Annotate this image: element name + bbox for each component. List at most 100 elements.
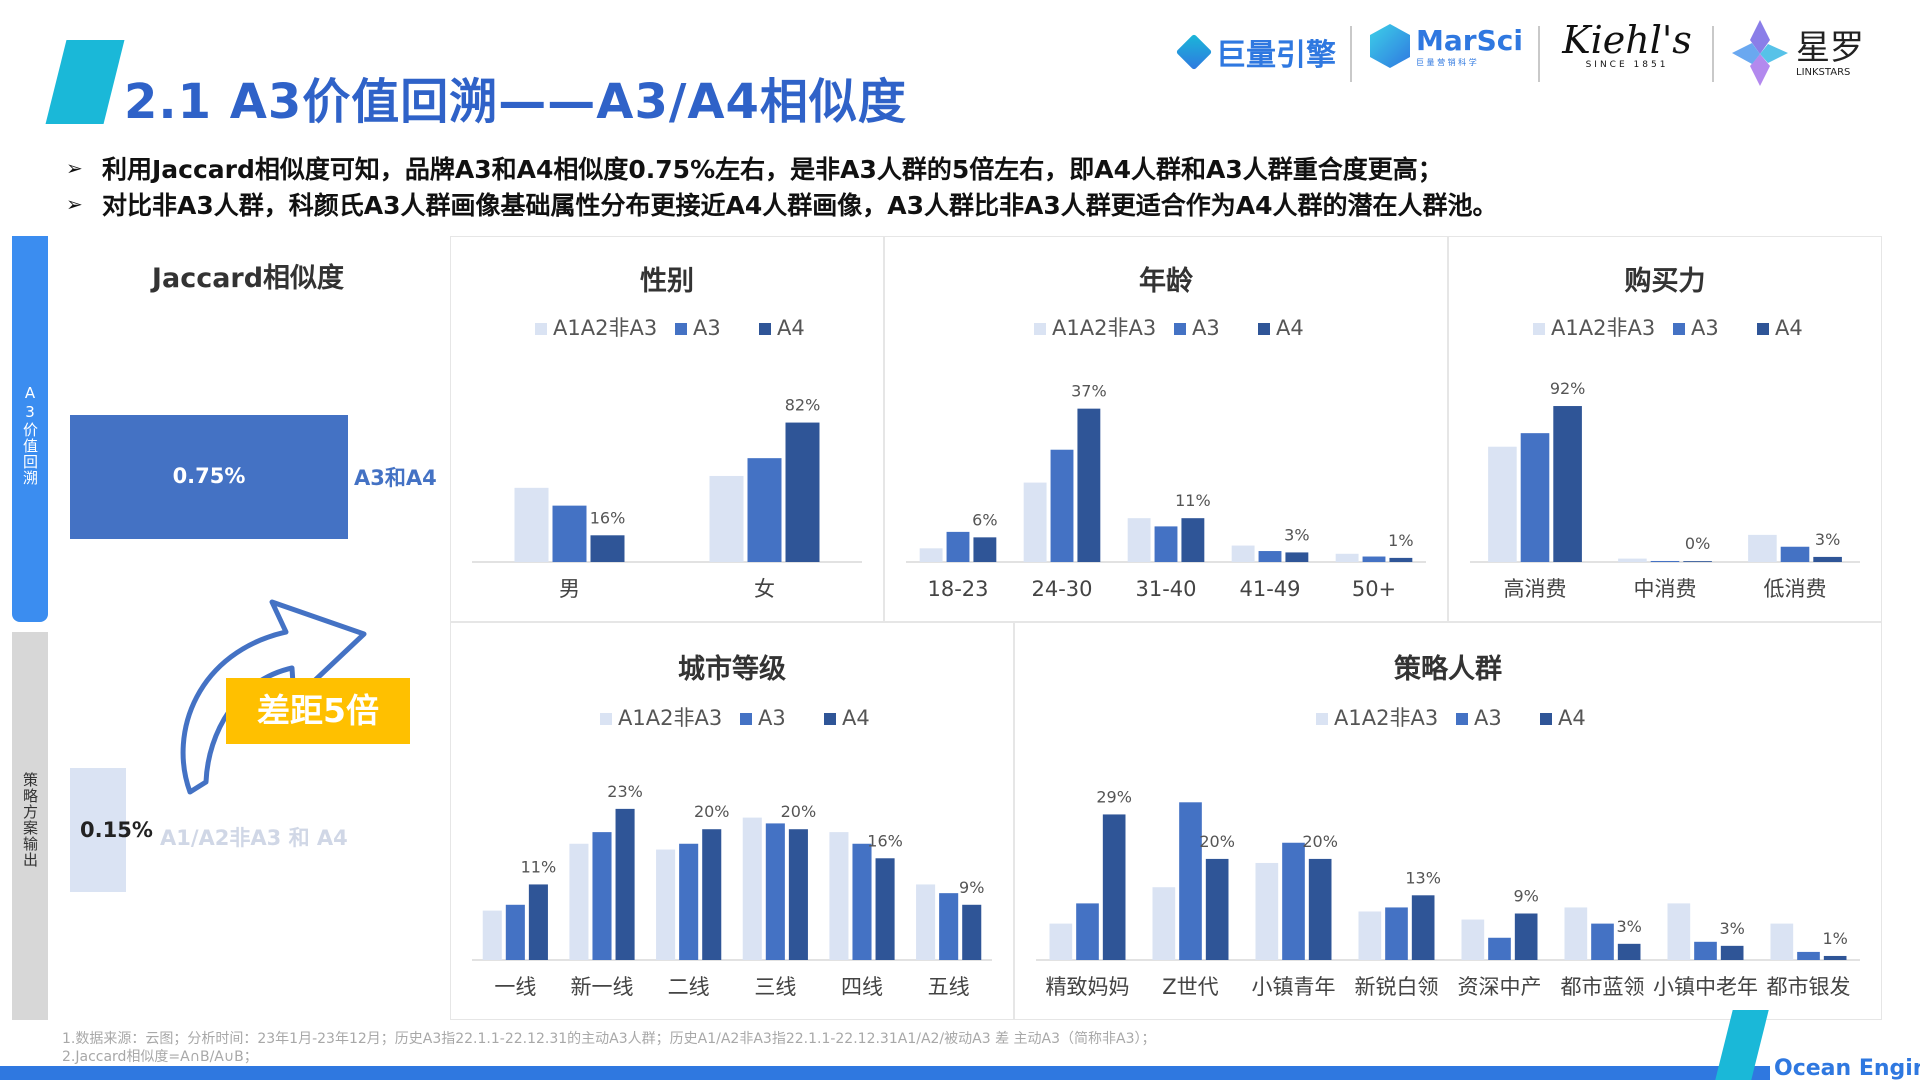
legend-swatch	[1456, 713, 1468, 725]
category-label: 三线	[754, 975, 796, 999]
side-tab-a3-value[interactable]: A3价值回溯	[12, 236, 48, 622]
linkstars-logo: 星罗 LINKSTARS	[1730, 18, 1864, 88]
arrow-bullet-icon: ➢	[66, 156, 83, 180]
category-label: 小镇青年	[1252, 975, 1336, 999]
bar-2-0	[1748, 534, 1777, 562]
legend-swatch	[600, 713, 612, 725]
bar-1-0	[709, 475, 744, 562]
arrow-bullet-icon: ➢	[66, 192, 83, 216]
bar-7-1	[1797, 951, 1820, 960]
legend-label: A1A2非A3	[1052, 316, 1156, 340]
legend-label: A1A2非A3	[1334, 706, 1438, 730]
category-label: 24-30	[1031, 577, 1092, 601]
category-label: 一线	[494, 975, 536, 999]
bar-5-2	[962, 904, 982, 960]
footer-brand: Ocean Engine	[1770, 1056, 1920, 1080]
data-label: 0%	[1685, 534, 1710, 553]
bar-0-0	[919, 548, 943, 562]
bar-4-1	[852, 843, 872, 960]
data-label: 82%	[785, 396, 821, 415]
jaccard-a3-a4-label: A3和A4	[354, 466, 437, 490]
data-label: 9%	[1513, 887, 1538, 906]
jaccard-a3-a4-bar	[70, 415, 348, 539]
bar-4-0	[1461, 919, 1485, 960]
bar-0-1	[1076, 903, 1099, 960]
bar-0-2	[590, 535, 625, 562]
bar-2-1	[1282, 842, 1305, 960]
bar-3-2	[1285, 552, 1309, 562]
bar-1-0	[1152, 887, 1176, 960]
legend-swatch	[1757, 323, 1769, 335]
marsci-cube-icon	[1370, 24, 1410, 68]
data-label: 6%	[972, 510, 997, 529]
chart-legend: A1A2非A3 A3 A4	[600, 706, 870, 730]
legend-label: A1A2非A3	[618, 706, 722, 730]
data-label: 16%	[867, 831, 903, 850]
category-label: 都市蓝领	[1561, 975, 1645, 999]
category-label: 低消费	[1764, 577, 1827, 601]
purchase-chart: A1A2非A3 A3 A4 92% 高消费 0% 中消费 3% 低消费	[1470, 316, 1860, 601]
category-label: Z世代	[1162, 975, 1218, 999]
footer-bar	[0, 1066, 1920, 1080]
bar-7-0	[1770, 923, 1794, 960]
side-tab-strategy[interactable]: 策略方案输出	[12, 632, 48, 1020]
data-label: 20%	[1302, 832, 1338, 851]
legend-label: A3	[758, 706, 786, 730]
bar-1-2	[1205, 858, 1229, 960]
legend-swatch	[1258, 323, 1270, 335]
legend-label: A4	[1775, 316, 1803, 340]
bar-5-1	[1591, 923, 1614, 960]
category-label: 精致妈妈	[1046, 975, 1130, 999]
legend-swatch	[1673, 323, 1685, 335]
category-label: 新锐白领	[1355, 975, 1439, 999]
data-label: 9%	[959, 878, 984, 897]
bar-7-2	[1823, 955, 1847, 960]
bar-4-0	[1335, 553, 1359, 562]
category-label: 男	[559, 577, 580, 601]
chart-legend: A1A2非A3 A3 A4	[535, 316, 805, 340]
legend-label: A3	[1192, 316, 1220, 340]
bar-0-2	[528, 884, 548, 960]
bar-2-1	[1154, 526, 1178, 562]
category-label: 中消费	[1634, 577, 1697, 601]
bar-1-1	[592, 832, 612, 960]
bar-0-2	[1553, 406, 1582, 562]
legend-label: A3	[693, 316, 721, 340]
legend-label: A4	[1276, 316, 1304, 340]
legend-swatch	[1174, 323, 1186, 335]
bar-0-1	[552, 505, 587, 562]
bar-1-2	[785, 422, 820, 562]
bar-1-0	[569, 843, 589, 960]
bar-3-0	[1231, 545, 1255, 562]
bar-5-0	[916, 884, 936, 960]
bullet-item: ➢ 对比非A3人群，科颜氏A3人群画像基础属性分布更接近A4人群画像，A3人群比…	[66, 191, 1498, 220]
data-label: 1%	[1388, 531, 1413, 550]
bar-0-0	[482, 910, 502, 960]
category-label: 资深中产	[1458, 975, 1542, 999]
bar-1-0	[1023, 482, 1047, 562]
footnote-jaccard: 2.Jaccard相似度=A∩B/A∪B；	[62, 1049, 258, 1065]
bar-0-0	[1488, 446, 1517, 562]
chart-legend: A1A2非A3 A3 A4	[1034, 316, 1304, 340]
data-label: 3%	[1719, 919, 1744, 938]
chart-legend: A1A2非A3 A3 A4	[1533, 316, 1803, 340]
legend-label: A4	[842, 706, 870, 730]
jaccard-title: Jaccard相似度	[151, 263, 345, 294]
linkstars-star-icon	[1732, 20, 1788, 86]
data-label: 37%	[1071, 382, 1107, 401]
bar-2-1	[679, 843, 699, 960]
title-accent-bar	[45, 40, 125, 124]
legend-swatch	[675, 323, 687, 335]
bar-5-1	[939, 893, 959, 960]
bar-0-2	[973, 537, 997, 562]
legend-swatch	[1316, 713, 1328, 725]
kiehls-logo: Kiehl's SINCE 1851	[1562, 18, 1692, 70]
bullet-item: ➢ 利用Jaccard相似度可知，品牌A3和A4相似度0.75%左右，是非A3人…	[66, 155, 1443, 184]
bar-2-1	[1780, 546, 1810, 562]
bar-3-1	[1258, 551, 1282, 562]
city-chart: A1A2非A3 A3 A4 11% 一线 23% 新一线 20% 二线 20% 三线 16% 四线 9% 五…	[472, 706, 992, 999]
bar-2-2	[702, 829, 722, 960]
purchase-chart-panel: 购买力	[1448, 236, 1882, 622]
bar-4-1	[1488, 937, 1511, 960]
legend-swatch	[1533, 323, 1545, 335]
